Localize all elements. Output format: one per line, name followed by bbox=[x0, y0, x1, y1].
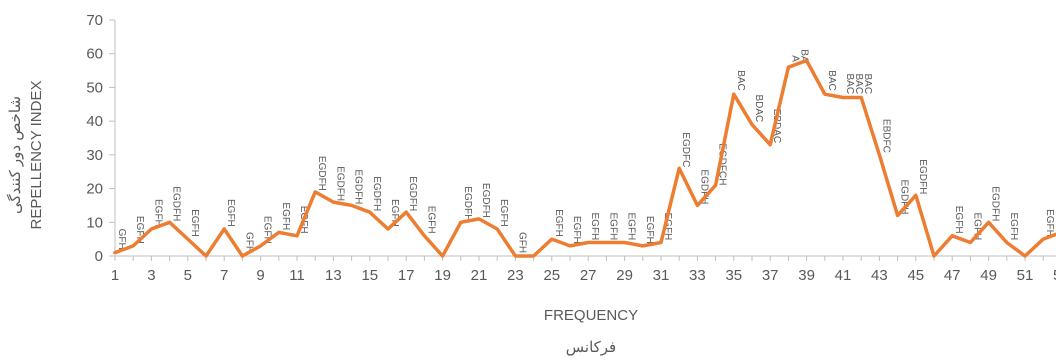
data-label: EGDFH bbox=[353, 169, 364, 204]
x-tick-label: 13 bbox=[325, 267, 342, 284]
x-tick-label: 25 bbox=[543, 267, 560, 284]
y-tick-label: 10 bbox=[86, 214, 103, 231]
x-tick-label: 19 bbox=[434, 267, 451, 284]
x-axis-title-secondary: فركانس bbox=[566, 339, 616, 356]
x-tick-label: 1 bbox=[111, 267, 119, 284]
x-tick-label: 3 bbox=[147, 267, 155, 284]
x-axis: 1 3 5 7 9 11 13 15 17 19 21 23 25 27 29 31 33 35 37 39 41 43 4… bbox=[111, 255, 1056, 284]
x-tick-label: 23 bbox=[507, 267, 524, 284]
x-tick-label: 37 bbox=[762, 267, 779, 284]
data-label: EGDFCH bbox=[717, 143, 728, 185]
x-tick-label: 31 bbox=[653, 267, 670, 284]
data-label: EGFH bbox=[553, 209, 564, 237]
data-label: A bbox=[789, 55, 800, 62]
data-label: GFH bbox=[516, 232, 527, 253]
x-tick-label: 11 bbox=[289, 267, 305, 284]
data-label: BAC bbox=[735, 70, 746, 91]
data-label: EGFH bbox=[389, 199, 400, 227]
data-label: EGFH bbox=[225, 199, 236, 227]
x-tick-label: 49 bbox=[980, 267, 997, 284]
x-tick-label: 7 bbox=[220, 267, 228, 284]
y-axis-title-secondary: شاخص دور كنندگی bbox=[6, 96, 24, 214]
data-label: EGFH bbox=[262, 216, 273, 244]
data-label: BAC bbox=[826, 70, 837, 91]
data-label: EGDFH bbox=[462, 186, 473, 221]
data-label: EGFH bbox=[498, 199, 509, 227]
y-tick-label: 20 bbox=[86, 181, 103, 198]
x-tick-label: 29 bbox=[616, 267, 633, 284]
y-tick-label: 40 bbox=[86, 113, 103, 130]
data-label: EGDFH bbox=[480, 183, 491, 218]
data-label: EGFH bbox=[134, 216, 145, 244]
y-tick-label: 70 bbox=[86, 12, 103, 29]
x-tick-label: 33 bbox=[689, 267, 706, 284]
data-label: EGFH bbox=[189, 209, 200, 237]
data-label: EGDFH bbox=[407, 176, 418, 211]
data-label: EGFH bbox=[1044, 209, 1055, 237]
data-label: EGFH bbox=[626, 213, 637, 241]
data-label: BAC bbox=[862, 74, 873, 95]
x-axis-title: FREQUENCY bbox=[544, 307, 638, 324]
data-label: GFH bbox=[116, 229, 127, 250]
data-label: BAC bbox=[844, 74, 855, 95]
data-label: EGFH bbox=[971, 213, 982, 241]
data-label: EGFH bbox=[607, 213, 618, 241]
y-tick-label: 50 bbox=[86, 79, 103, 96]
x-tick-label: 39 bbox=[798, 267, 815, 284]
data-label: EGDFH bbox=[990, 186, 1001, 221]
data-label: BDAC bbox=[753, 95, 764, 123]
y-tick-label: 30 bbox=[86, 147, 103, 164]
x-tick-label: 21 bbox=[471, 267, 488, 284]
data-label: GFH bbox=[243, 232, 254, 253]
x-tick-label: 35 bbox=[725, 267, 742, 284]
data-label: EGFH bbox=[571, 216, 582, 244]
data-label: EGFH bbox=[152, 199, 163, 227]
x-tick-label: 53 bbox=[1053, 267, 1056, 284]
data-label: BAC bbox=[853, 74, 864, 95]
x-tick-label: 45 bbox=[907, 267, 924, 284]
series-line bbox=[113, 58, 1056, 258]
data-label: EGFH bbox=[280, 202, 291, 230]
x-tick-label: 43 bbox=[871, 267, 888, 284]
data-label: EBDAC bbox=[771, 109, 782, 143]
y-axis: 0 10 20 30 40 50 60 70 bbox=[86, 12, 116, 265]
data-label: EGDFH bbox=[334, 166, 345, 201]
data-label: EGDFH bbox=[371, 176, 382, 211]
x-tick-label: 5 bbox=[184, 267, 192, 284]
data-label: EBDFC bbox=[880, 119, 891, 153]
x-tick-label: 41 bbox=[835, 267, 852, 284]
data-label: EGFH bbox=[662, 213, 673, 241]
data-label: EGDFH bbox=[316, 156, 327, 191]
y-tick-label: 60 bbox=[86, 46, 103, 63]
x-tick-label: 47 bbox=[944, 267, 961, 284]
x-tick-label: 17 bbox=[398, 267, 415, 284]
data-label: EGDFH bbox=[698, 169, 709, 204]
data-label: EGFH bbox=[953, 206, 964, 234]
y-tick-label: 0 bbox=[95, 248, 103, 265]
data-label: EGDFH bbox=[171, 186, 182, 221]
data-label: EGDFH bbox=[899, 180, 910, 215]
data-label: EGFH bbox=[1008, 213, 1019, 241]
x-tick-label: 27 bbox=[580, 267, 597, 284]
data-label: EGFH bbox=[589, 213, 600, 241]
x-tick-label: 9 bbox=[256, 267, 264, 284]
data-label: EGFH bbox=[644, 216, 655, 244]
data-label: EGFH bbox=[425, 206, 436, 234]
x-tick-label: 15 bbox=[361, 267, 378, 284]
x-tick-label: 51 bbox=[1017, 267, 1034, 284]
data-labels: GFH EGFH EGFH EGDFH EGFH EGFH GFH EGFH EGFH EGFH E… bbox=[116, 49, 1055, 253]
data-label: BA bbox=[798, 49, 809, 63]
series bbox=[113, 58, 1056, 258]
data-label: EGDFH bbox=[917, 159, 928, 194]
y-axis-title: REPELLENCY INDEX bbox=[28, 81, 45, 230]
data-label: EGDFC bbox=[680, 132, 691, 167]
